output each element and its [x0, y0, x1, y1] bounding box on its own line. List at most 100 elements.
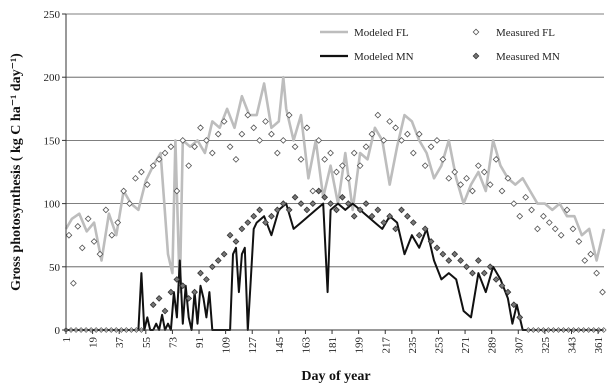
data-point-measured-mn [439, 250, 447, 258]
data-point-measured-mn [421, 225, 429, 233]
data-point-measured-fl [126, 200, 133, 207]
y-tick-label: 0 [55, 325, 61, 337]
data-point-measured-fl [427, 143, 435, 151]
data-point-measured-mn [510, 301, 518, 309]
data-point-measured-fl [534, 225, 541, 233]
data-point-measured-mn [463, 263, 470, 271]
data-point-measured-mn [492, 276, 500, 283]
data-point-measured-mn [155, 295, 163, 302]
x-tick-label: 343 [566, 337, 578, 354]
y-tick-label: 200 [44, 72, 61, 84]
data-point-measured-fl [96, 250, 104, 258]
data-point-measured-mn [516, 313, 524, 321]
data-point-measured-fl [291, 143, 299, 151]
data-point-measured-mn [250, 212, 258, 220]
data-point-measured-fl [149, 162, 157, 170]
data-point-measured-mn [214, 257, 222, 264]
data-point-measured-fl [84, 215, 92, 223]
data-point-measured-fl [510, 200, 518, 207]
data-point-measured-mn [262, 219, 269, 226]
data-point-measured-fl [65, 231, 73, 239]
y-tick-label: 150 [44, 135, 61, 147]
data-point-measured-mn [486, 263, 494, 271]
data-point-measured-mn [244, 219, 252, 226]
data-point-measured-mn [427, 238, 435, 245]
x-tick-label: 199 [354, 337, 366, 354]
data-point-measured-fl [404, 130, 411, 138]
legend-swatch [472, 28, 480, 36]
data-point-measured-fl [350, 149, 358, 157]
data-point-measured-fl [273, 149, 281, 157]
x-tick-label: 289 [487, 337, 499, 354]
data-point-measured-fl [374, 111, 382, 119]
legend-item: Measured FL [472, 27, 555, 39]
data-point-measured-fl [214, 130, 222, 138]
data-point-measured-fl [208, 149, 216, 157]
data-point-measured-mn [480, 269, 488, 277]
x-tick-label: 307 [513, 337, 525, 354]
data-point-measured-mn [185, 295, 193, 302]
data-point-measured-mn [398, 206, 405, 214]
data-point-measured-mn [475, 257, 482, 264]
legend-label: Modeled FL [354, 27, 409, 39]
data-point-measured-fl [315, 137, 323, 144]
data-point-measured-fl [297, 155, 305, 163]
x-tick-label: 217 [380, 337, 392, 354]
data-point-measured-fl [516, 212, 524, 220]
y-tick-label: 100 [44, 199, 61, 211]
data-point-measured-fl [161, 149, 169, 157]
data-point-measured-mn [279, 200, 287, 207]
x-tick-label: 127 [247, 337, 259, 354]
data-point-measured-fl [545, 219, 553, 226]
x-tick-label: 19 [88, 337, 100, 349]
data-point-measured-fl [581, 257, 589, 264]
data-point-measured-fl [469, 187, 476, 195]
data-point-measured-fl [90, 238, 98, 245]
data-point-measured-fl [220, 118, 228, 125]
data-point-measured-fl [421, 162, 429, 170]
data-point-measured-fl [599, 288, 606, 296]
data-point-measured-mn [197, 269, 204, 277]
data-point-measured-mn [415, 231, 423, 239]
data-point-measured-fl [102, 206, 110, 214]
data-point-measured-mn [173, 276, 181, 283]
data-point-measured-mn [374, 206, 382, 214]
data-point-measured-mn [232, 238, 240, 245]
data-point-measured-mn [203, 276, 210, 283]
data-point-measured-fl [575, 238, 583, 245]
data-point-measured-fl [108, 231, 116, 239]
data-point-measured-fl [451, 168, 459, 176]
x-tick-label: 109 [221, 337, 233, 354]
data-point-measured-mn [208, 263, 216, 271]
data-point-measured-fl [492, 155, 500, 163]
data-point-measured-fl [155, 155, 163, 163]
data-point-measured-fl [309, 187, 317, 195]
x-tick-label: 91 [194, 337, 206, 348]
data-point-measured-mn [285, 206, 293, 214]
data-point-measured-fl [285, 111, 293, 119]
data-point-measured-fl [362, 143, 370, 151]
data-point-measured-fl [386, 118, 394, 125]
x-tick-label: 253 [433, 337, 445, 354]
data-point-measured-fl [74, 222, 82, 230]
data-point-measured-mn [333, 206, 340, 214]
data-point-measured-fl [143, 181, 151, 189]
x-tick-label: 235 [407, 337, 419, 354]
data-point-measured-fl [256, 137, 263, 144]
legend: Modeled FL Measured FL Modeled MN Measured … [320, 27, 560, 63]
data-point-measured-fl [486, 181, 494, 189]
x-tick-label: 55 [141, 337, 153, 349]
data-point-measured-mn [297, 200, 305, 207]
data-point-measured-fl [262, 118, 269, 125]
data-point-measured-fl [498, 187, 506, 195]
data-point-measured-fl [540, 212, 547, 220]
axes: 0 50 100 150 200 250 1 19 37 55 73 91 109 127 145 163 18… [44, 9, 606, 354]
data-point-measured-fl [179, 137, 187, 144]
data-point-measured-fl [244, 111, 252, 119]
data-point-measured-mn [457, 257, 464, 264]
data-point-measured-fl [569, 225, 577, 233]
data-point-measured-fl [563, 206, 571, 214]
data-point-measured-mn [404, 212, 411, 220]
data-point-measured-fl [197, 124, 204, 132]
